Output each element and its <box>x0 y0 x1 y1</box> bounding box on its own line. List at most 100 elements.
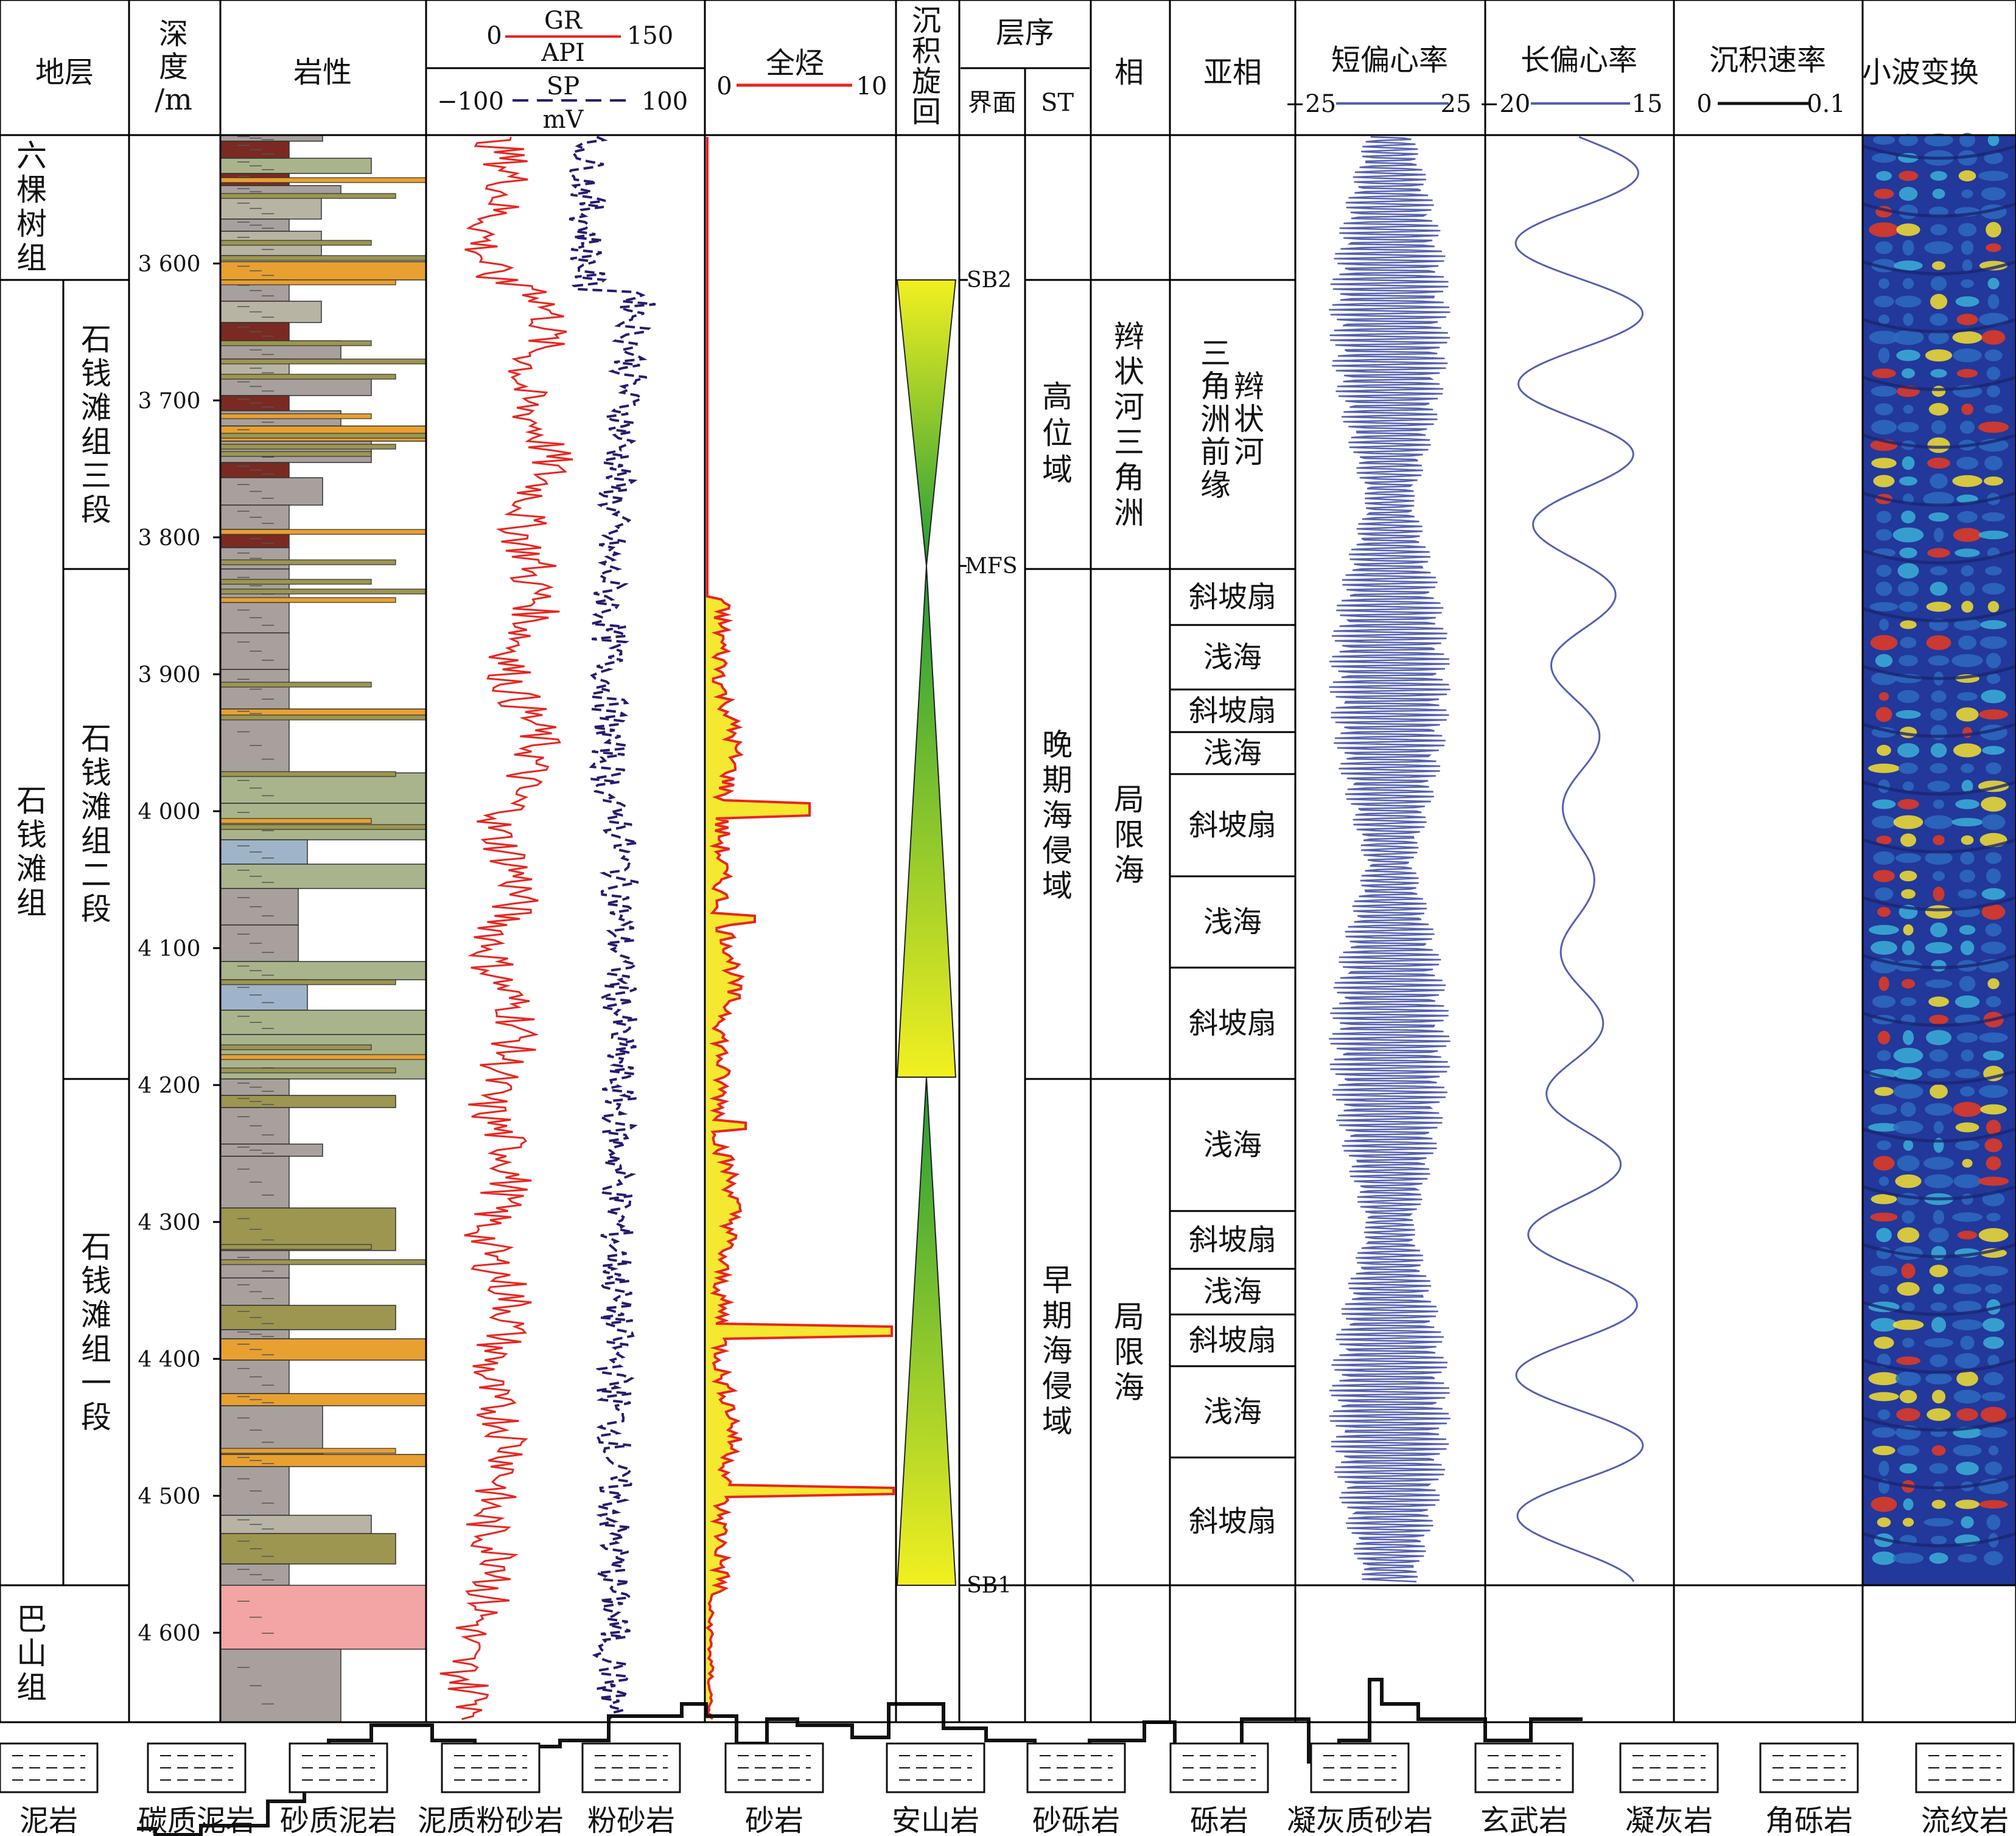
member-2-5: 段 <box>81 892 111 927</box>
wavelet-cell-23-1 <box>1899 547 1917 559</box>
wavelet-cell-64-4 <box>1984 1284 2003 1294</box>
wavelet-cell-44-1 <box>1903 924 1914 936</box>
wavelet-cell-60-0 <box>1870 1212 1898 1222</box>
wavelet-cell-19-0 <box>1873 475 1895 487</box>
wavelet-cell-16-0 <box>1871 419 1897 435</box>
wavelet-cell-61-2 <box>1928 1227 1949 1243</box>
member-3-5: 段 <box>81 492 111 528</box>
wavelet-cell-55-2 <box>1933 1121 1944 1134</box>
wavelet-cell-29-2 <box>1928 655 1950 666</box>
wavelet-cell-14-4 <box>1987 385 2000 397</box>
wavelet-cell-79-2 <box>1929 1552 1948 1564</box>
depth-tick-2: 3 800 <box>138 526 200 551</box>
wavelet-cell-74-0 <box>1878 1461 1889 1476</box>
wavelet-cell-49-2 <box>1929 1014 1948 1025</box>
wavelet-cell-59-0 <box>1871 1194 1897 1204</box>
strata-header: 地层 <box>35 55 94 89</box>
lithology-bed-32 <box>220 839 308 865</box>
systems-tract-hst-0: 高 <box>1042 379 1073 414</box>
subfacies-top-col1-1: 三 <box>1200 336 1231 371</box>
wavelet-cell-26-2 <box>1926 601 1951 612</box>
wavelet-cell-73-0 <box>1872 1445 1895 1456</box>
wavelet-cell-40-3 <box>1960 851 1975 865</box>
systems-tract-hst-2: 域 <box>1042 452 1073 487</box>
subfacies-7: 浅海 <box>1203 1128 1262 1162</box>
wavelet-cell-51-1 <box>1893 1047 1923 1064</box>
wavelet-cell-12-2 <box>1925 349 1953 362</box>
wavelet-cell-41-4 <box>1986 868 2001 884</box>
wavelet-cell-44-4 <box>1985 923 2002 937</box>
wavelet-arc-22 <box>1862 1416 2016 1432</box>
wavelet-cell-34-4 <box>1982 745 2005 755</box>
wavelet-cell-50-4 <box>1979 1032 2008 1043</box>
wavelet-cell-74-3 <box>1956 1462 1979 1475</box>
wavelet-cell-26-3 <box>1961 601 1973 613</box>
wavelet-arc-5 <box>1862 433 2016 449</box>
wavelet-cell-9-2 <box>1930 293 1948 310</box>
wavelet-cell-68-3 <box>1955 1353 1980 1369</box>
wavelet-cell-11-0 <box>1869 330 1899 344</box>
wavelet-cell-34-1 <box>1897 743 1920 758</box>
wavelet-cell-60-2 <box>1933 1210 1945 1224</box>
lithology-stripe-19 <box>220 771 396 777</box>
wavelet-cell-65-2 <box>1930 1302 1947 1311</box>
wavelet-cell-4-2 <box>1929 206 1948 217</box>
wavelet-cell-35-2 <box>1930 763 1948 774</box>
subfacies-4: 斜坡扇 <box>1189 808 1276 842</box>
wavelet-cell-34-2 <box>1930 743 1947 758</box>
wavelet-cell-13-1 <box>1901 368 1916 379</box>
short-ecc-min: −25 <box>1285 90 1336 118</box>
lithology-stripe-3 <box>220 255 427 261</box>
subfacies-8: 斜坡扇 <box>1189 1223 1276 1257</box>
legend-label-1: 碳质泥岩 <box>138 1804 255 1836</box>
wavelet-cell-24-0 <box>1876 565 1892 577</box>
wavelet-cell-19-1 <box>1899 476 1917 486</box>
wavelet-cell-41-2 <box>1932 871 1945 881</box>
wavelet-arc-18 <box>1862 1185 2016 1201</box>
wavelet-cell-57-0 <box>1873 1156 1895 1171</box>
wavelet-cell-40-0 <box>1873 851 1895 865</box>
wavelet-cell-8-3 <box>1961 279 1974 288</box>
wavelet-cell-55-1 <box>1893 1120 1923 1134</box>
wavelet-cell-58-1 <box>1895 1174 1922 1189</box>
wavelet-cell-6-4 <box>1986 243 2001 253</box>
wavelet-cell-29-4 <box>1986 652 2001 669</box>
wavelet-cell-32-4 <box>1978 709 2009 720</box>
total-gas-min: 0 <box>716 72 732 100</box>
wavelet-arc-10 <box>1862 722 2016 738</box>
wavelet-cell-34-0 <box>1877 744 1891 756</box>
lithology-stripe-18 <box>220 714 427 721</box>
wavelet-cell-44-3 <box>1959 925 1976 935</box>
short-ecc-max: 25 <box>1441 90 1472 118</box>
wavelet-cell-6-3 <box>1961 240 1974 255</box>
wavelet-cell-21-0 <box>1876 511 1892 523</box>
member-1-1: 钱 <box>81 1263 111 1299</box>
systems-tract-late-tst-2: 海 <box>1042 798 1073 833</box>
wavelet-cell-47-0 <box>1878 976 1889 991</box>
wavelet-cell-15-2 <box>1928 403 1949 416</box>
legend-label-6: 安山岩 <box>892 1804 979 1836</box>
wavelet-cell-56-1 <box>1903 1139 1914 1151</box>
wavelet-cell-38-0 <box>1872 815 1896 829</box>
subfacies-12: 斜坡扇 <box>1189 1504 1276 1538</box>
wavelet-cell-32-3 <box>1956 707 1979 722</box>
systems-tract-late-tst-3: 侵 <box>1042 833 1073 868</box>
lithology-stripe-8 <box>220 413 372 419</box>
wavelet-cell-40-1 <box>1895 853 1922 863</box>
wavelet-cell-45-1 <box>1902 940 1915 955</box>
wavelet-cell-68-2 <box>1930 1354 1948 1367</box>
wavelet-cell-64-2 <box>1933 1283 1945 1294</box>
lithology-stripe-24 <box>220 1054 427 1060</box>
wavelet-cell-54-2 <box>1925 1103 1953 1116</box>
total-gas-fill <box>706 137 894 1719</box>
total-gas-max: 10 <box>856 72 887 100</box>
wavelet-cell-73-3 <box>1953 1444 1982 1457</box>
wavelet-cell-57-1 <box>1897 1155 1920 1171</box>
wavelet-cell-54-0 <box>1871 1103 1897 1115</box>
wavelet-cell-10-1 <box>1903 313 1914 326</box>
surface-sb2: SB2 <box>967 268 1012 293</box>
subfacies-top-col2-1: 辫 <box>1234 369 1264 404</box>
wavelet-cell-18-2 <box>1927 457 1950 469</box>
facies-restricted-sea-2-0: 局 <box>1114 1299 1144 1335</box>
wavelet-cell-63-3 <box>1953 1265 1981 1277</box>
